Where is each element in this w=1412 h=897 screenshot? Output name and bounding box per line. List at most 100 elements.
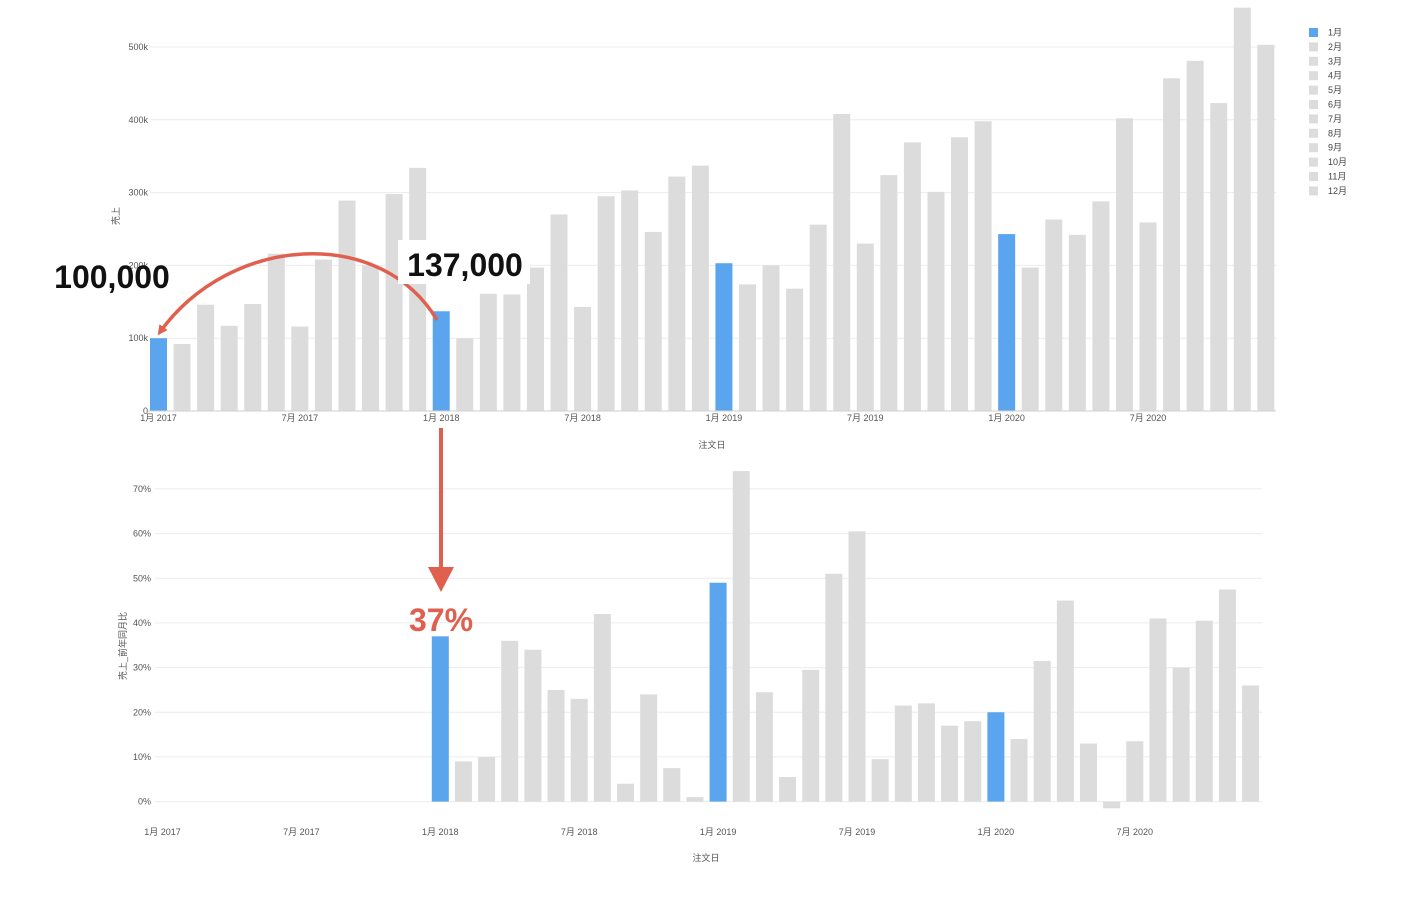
legend-swatch	[1309, 128, 1318, 138]
bar	[197, 304, 215, 411]
bar	[503, 294, 521, 411]
bar	[1068, 234, 1086, 411]
y-tick-label: 300k	[128, 188, 148, 198]
y-tick-label: 500k	[128, 42, 148, 52]
x-tick-label: 1月 2020	[988, 413, 1025, 423]
bar	[686, 797, 704, 802]
x-tick-label: 7月 2017	[282, 413, 319, 423]
bar	[732, 471, 750, 802]
bar	[809, 224, 827, 411]
bar	[1186, 60, 1204, 411]
bar	[1080, 743, 1097, 802]
bar	[1021, 267, 1039, 411]
bar	[314, 259, 332, 411]
yoy-gridlines	[155, 488, 1262, 803]
bar-highlight	[431, 636, 449, 802]
x-tick-label: 7月 2020	[1117, 827, 1154, 837]
y-tick-label: 100k	[128, 333, 148, 343]
sales-x-axis: 1月 2017 7月 2017 1月 2018 7月 2018 1月 2019 7月 20…	[140, 413, 1166, 423]
bar	[941, 725, 959, 802]
bar	[825, 573, 843, 802]
bar	[1010, 739, 1028, 802]
sales-y-axis-title: 売上	[110, 207, 121, 225]
bar	[739, 284, 756, 411]
y-tick-label: 50%	[133, 573, 151, 583]
bar-highlight	[150, 338, 167, 411]
x-tick-label: 7月 2017	[283, 827, 320, 837]
legend-label: 10月	[1328, 157, 1347, 167]
sales-x-axis-title: 注文日	[698, 439, 725, 450]
bar	[456, 338, 474, 411]
y-tick-label: 10%	[133, 752, 151, 762]
x-tick-label: 7月 2018	[561, 827, 598, 837]
curved-arrow	[157, 252, 439, 336]
bar	[479, 293, 497, 411]
bar	[593, 614, 611, 802]
legend-label: 4月	[1328, 71, 1342, 81]
bar	[1092, 201, 1110, 411]
x-tick-label: 1月 2017	[140, 413, 177, 423]
bar	[291, 326, 309, 411]
legend-swatch	[1309, 157, 1318, 167]
bar	[524, 649, 542, 802]
legend-swatch	[1309, 186, 1318, 196]
legend-swatch	[1309, 56, 1318, 66]
bar	[691, 165, 709, 411]
bar	[755, 692, 773, 802]
bar	[1149, 618, 1167, 802]
y-tick-label: 200k	[128, 260, 148, 270]
legend-label: 9月	[1328, 143, 1342, 153]
bar	[1115, 118, 1133, 412]
bar	[173, 344, 191, 411]
bar	[1163, 78, 1181, 411]
bar-highlight	[715, 263, 733, 411]
bar	[964, 721, 982, 802]
bar	[1172, 667, 1190, 802]
legend-label: 2月	[1328, 42, 1342, 52]
y-tick-label: 60%	[133, 529, 151, 539]
x-tick-label: 1月 2020	[978, 827, 1015, 837]
bar	[570, 698, 588, 802]
bar	[409, 167, 427, 411]
y-tick-label: 0	[143, 406, 148, 416]
bar	[385, 194, 403, 411]
legend-swatch	[1309, 100, 1318, 109]
bar	[894, 705, 912, 802]
legend-label: 5月	[1328, 85, 1342, 95]
bar	[220, 325, 238, 411]
bar	[1218, 589, 1236, 802]
legend-swatch	[1309, 85, 1318, 95]
legend-label: 7月	[1328, 114, 1342, 124]
bar	[951, 137, 969, 411]
x-tick-label: 7月 2018	[564, 413, 601, 423]
bar	[244, 303, 262, 411]
yoy-y-axis-title: 売上_前年同月比	[117, 612, 128, 680]
bar	[779, 777, 797, 802]
bar	[833, 113, 851, 411]
bar	[856, 243, 874, 411]
bar	[550, 214, 568, 411]
bar	[848, 531, 866, 802]
bar-highlight	[709, 582, 727, 802]
bar	[547, 689, 565, 802]
bar	[362, 265, 380, 411]
bar	[762, 265, 780, 411]
bar	[1045, 219, 1063, 411]
bar	[454, 761, 472, 802]
x-tick-label: 7月 2019	[839, 827, 876, 837]
yoy-chart: 0%10%20%30%40%50%60%70% 1月 2017 7月 2017 1月…	[117, 471, 1262, 863]
x-tick-label: 1月 2018	[422, 827, 459, 837]
bar	[663, 768, 681, 802]
bar	[1210, 103, 1228, 411]
bar	[802, 669, 820, 802]
bar	[501, 640, 519, 802]
legend-label: 11月	[1328, 172, 1346, 182]
x-tick-label: 7月 2019	[847, 413, 884, 423]
bar	[786, 288, 804, 411]
bar	[1242, 685, 1260, 802]
bar	[338, 200, 356, 411]
y-tick-label: 70%	[133, 484, 151, 494]
legend-swatch	[1309, 172, 1318, 181]
bar	[267, 253, 285, 411]
